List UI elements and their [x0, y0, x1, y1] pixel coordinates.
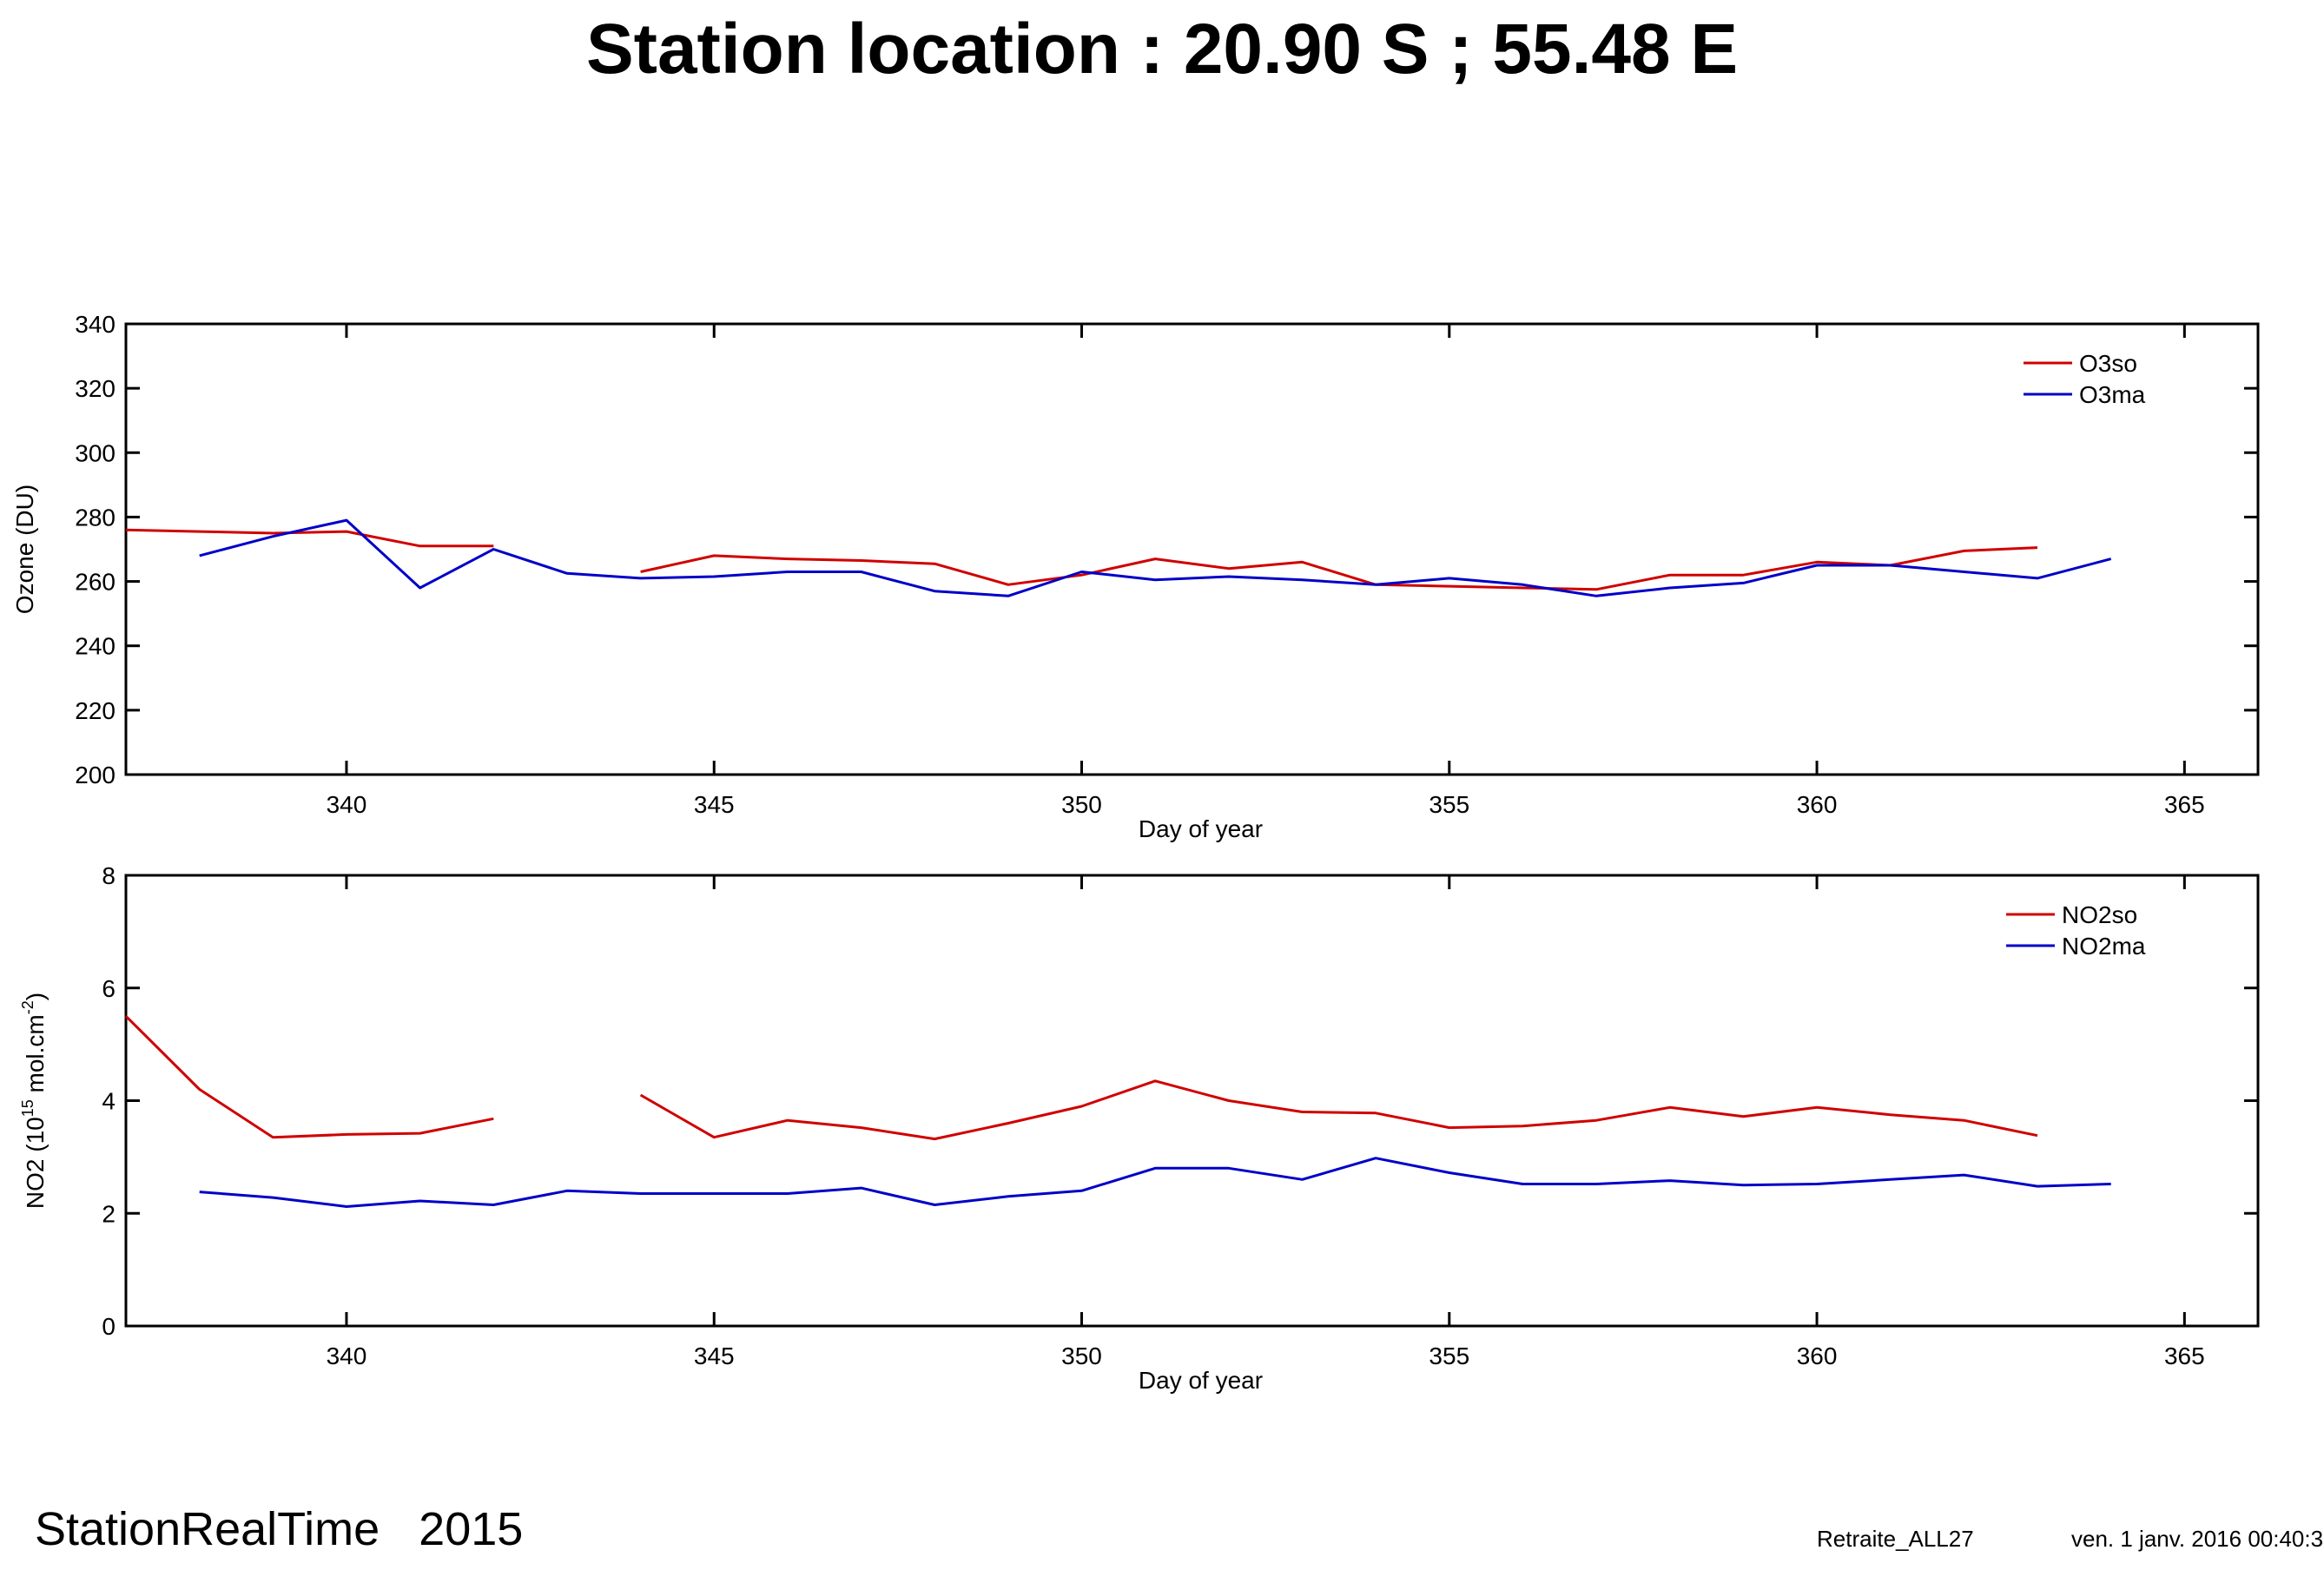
o3ma-legend-label: O3ma — [2079, 381, 2146, 408]
no2so-series-line — [124, 1015, 494, 1139]
no2-x-tick-label: 350 — [1061, 1342, 1102, 1369]
ozone-x-tick-label: 365 — [2164, 791, 2205, 818]
ozone-chart: 340 345 350 355 360 365 200 220 240 260 280 300 320 3… — [11, 311, 2260, 842]
no2-y-tick-label: 4 — [102, 1088, 116, 1115]
ozone-x-tick-label: 355 — [1429, 791, 1469, 818]
no2so-legend-label: NO2so — [2062, 901, 2137, 928]
ozone-y-tick-label: 240 — [75, 633, 116, 660]
no2-plot-frame — [124, 874, 2260, 1328]
o3ma-series-line — [199, 518, 2112, 597]
ozone-y-tick-label: 340 — [75, 311, 116, 338]
no2-chart: 340 345 350 355 360 365 0 2 4 6 8 Day of year NO2 (1… — [19, 862, 2260, 1394]
no2-x-tick-label: 355 — [1429, 1342, 1469, 1369]
page-title: Station location : 20.90 S ; 55.48 E — [585, 10, 1739, 89]
ozone-x-tick-label: 345 — [694, 791, 735, 818]
ozone-x-tick-label: 350 — [1061, 791, 1102, 818]
o3so-series-line — [640, 546, 2038, 591]
ozone-x-tick-label: 360 — [1797, 791, 1838, 818]
no2-y-axis-label: NO2 (1015 mol.cm-2) — [19, 993, 49, 1209]
ozone-y-axis-label: Ozone (DU) — [11, 485, 38, 614]
ozone-y-tick-label: 200 — [75, 762, 116, 788]
ozone-y-tick-label: 220 — [75, 697, 116, 724]
no2-x-axis-label: Day of year — [1139, 1367, 1263, 1394]
ozone-plot-frame — [124, 322, 2260, 776]
no2-y-tick-label: 0 — [102, 1313, 116, 1340]
o3so-legend-label: O3so — [2079, 350, 2137, 377]
no2-y-tick-label: 8 — [102, 862, 116, 889]
footer-timestamp: ven. 1 janv. 2016 00:40:39 — [2071, 1526, 2324, 1552]
no2-x-tick-label: 340 — [327, 1342, 367, 1369]
ozone-y-tick-label: 260 — [75, 569, 116, 596]
no2ma-series-line — [199, 1157, 2111, 1208]
footer-station-label: StationRealTime 2015 — [35, 1503, 524, 1555]
no2-y-tick-label: 2 — [102, 1200, 116, 1227]
ozone-y-tick-label: 300 — [75, 439, 116, 466]
ozone-y-tick-label: 320 — [75, 375, 116, 402]
no2ma-legend-label: NO2ma — [2062, 933, 2146, 960]
no2so-series-line — [639, 1079, 2038, 1141]
ozone-y-tick-label: 280 — [75, 504, 116, 531]
no2-x-tick-label: 365 — [2164, 1342, 2205, 1369]
no2-x-tick-label: 345 — [694, 1342, 735, 1369]
ozone-x-tick-label: 340 — [327, 791, 367, 818]
no2-y-tick-label: 6 — [102, 975, 116, 1002]
no2-x-tick-label: 360 — [1797, 1342, 1838, 1369]
ozone-x-axis-label: Day of year — [1139, 815, 1263, 842]
footer-processing-label: Retraite_ALL27 — [1817, 1526, 1974, 1552]
o3so-series-line — [125, 528, 494, 548]
